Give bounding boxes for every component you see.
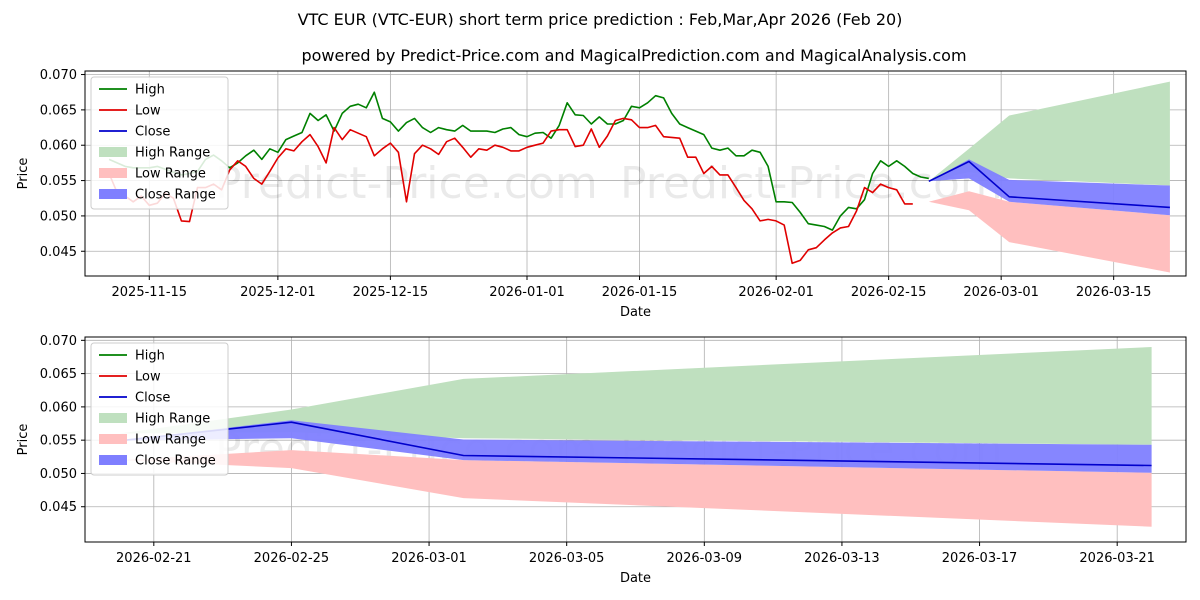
y-tick-label: 0.045 xyxy=(40,245,77,260)
y-tick-label: 0.045 xyxy=(40,500,77,515)
x-tick-label: 2026-02-25 xyxy=(254,551,330,566)
x-tick-label: 2026-03-01 xyxy=(391,551,467,566)
panel-history: Predict-Price.com Predict-Price.com2025-1… xyxy=(16,68,1187,320)
low-range-band xyxy=(928,191,1170,273)
close-range-band xyxy=(119,420,1152,473)
chart-subtitle: powered by Predict-Price.com and Magical… xyxy=(301,46,966,65)
high-series-line xyxy=(108,91,929,231)
y-tick-label: 0.065 xyxy=(40,367,77,382)
high-range-band xyxy=(928,81,1170,186)
y-tick-label: 0.060 xyxy=(40,139,77,154)
close-range-band xyxy=(928,159,1170,216)
x-tick-label: 2026-03-17 xyxy=(942,551,1018,566)
legend-label: High Range xyxy=(135,146,210,161)
legend-patch-swatch xyxy=(99,413,127,423)
legend-label: Close xyxy=(135,125,170,140)
high-range-band xyxy=(119,347,1152,445)
legend-label: Low xyxy=(135,104,161,119)
x-axis-label: Date xyxy=(620,305,651,320)
plot-area xyxy=(108,81,1170,273)
legend-label: High xyxy=(135,349,165,364)
x-tick-label: 2026-02-15 xyxy=(851,285,927,300)
y-tick-label: 0.050 xyxy=(40,209,77,224)
low-series-line xyxy=(108,117,913,265)
plot-area xyxy=(119,347,1152,527)
y-tick-label: 0.070 xyxy=(40,68,77,83)
x-tick-label: 2025-12-01 xyxy=(240,285,316,300)
legend-label: Close Range xyxy=(135,188,216,203)
y-axis-label: Price xyxy=(16,424,31,456)
legend-patch-swatch xyxy=(99,168,127,178)
x-tick-label: 2025-12-15 xyxy=(353,285,429,300)
legend: High Low Close High Range Low Range Close Ran… xyxy=(90,342,229,476)
panel-forecast: Predict-Price.comPredict-Price.com2026-0… xyxy=(16,334,1187,586)
plot-frame xyxy=(84,70,1187,277)
x-tick-label: 2026-03-21 xyxy=(1079,551,1155,566)
x-tick-label: 2026-02-01 xyxy=(738,285,814,300)
close-series-line xyxy=(928,160,1170,209)
legend-label: Low Range xyxy=(135,167,206,182)
x-tick-label: 2026-01-01 xyxy=(489,285,565,300)
y-axis-label: Price xyxy=(16,158,31,190)
plot-frame xyxy=(84,336,1187,543)
legend-label: Low Range xyxy=(135,433,206,448)
chart-title: VTC EUR (VTC-EUR) short term price predi… xyxy=(298,10,903,29)
legend-patch-swatch xyxy=(99,434,127,444)
x-tick-label: 2026-03-01 xyxy=(963,285,1039,300)
legend-label: High xyxy=(135,83,165,98)
y-tick-label: 0.055 xyxy=(40,434,77,449)
legend-patch-swatch xyxy=(99,189,127,199)
y-tick-label: 0.060 xyxy=(40,400,77,415)
legend-label: Close Range xyxy=(135,454,216,469)
legend-patch-swatch xyxy=(99,147,127,157)
y-tick-label: 0.050 xyxy=(40,467,77,482)
y-tick-label: 0.070 xyxy=(40,334,77,349)
legend-label: High Range xyxy=(135,412,210,427)
legend: High Low Close High Range Low Range Close Ran… xyxy=(90,76,229,210)
legend-patch-swatch xyxy=(99,455,127,465)
x-tick-label: 2026-03-05 xyxy=(529,551,605,566)
legend-label: Close xyxy=(135,391,170,406)
legend-label: Low xyxy=(135,370,161,385)
y-tick-label: 0.055 xyxy=(40,174,77,189)
x-tick-label: 2026-01-15 xyxy=(602,285,678,300)
x-tick-label: 2025-11-15 xyxy=(112,285,188,300)
low-range-band xyxy=(119,450,1152,527)
x-tick-label: 2026-03-13 xyxy=(804,551,880,566)
x-tick-label: 2026-02-21 xyxy=(116,551,192,566)
y-tick-label: 0.065 xyxy=(40,103,77,118)
x-tick-label: 2026-03-09 xyxy=(667,551,743,566)
x-tick-label: 2026-03-15 xyxy=(1076,285,1152,300)
x-axis-label: Date xyxy=(620,571,651,586)
